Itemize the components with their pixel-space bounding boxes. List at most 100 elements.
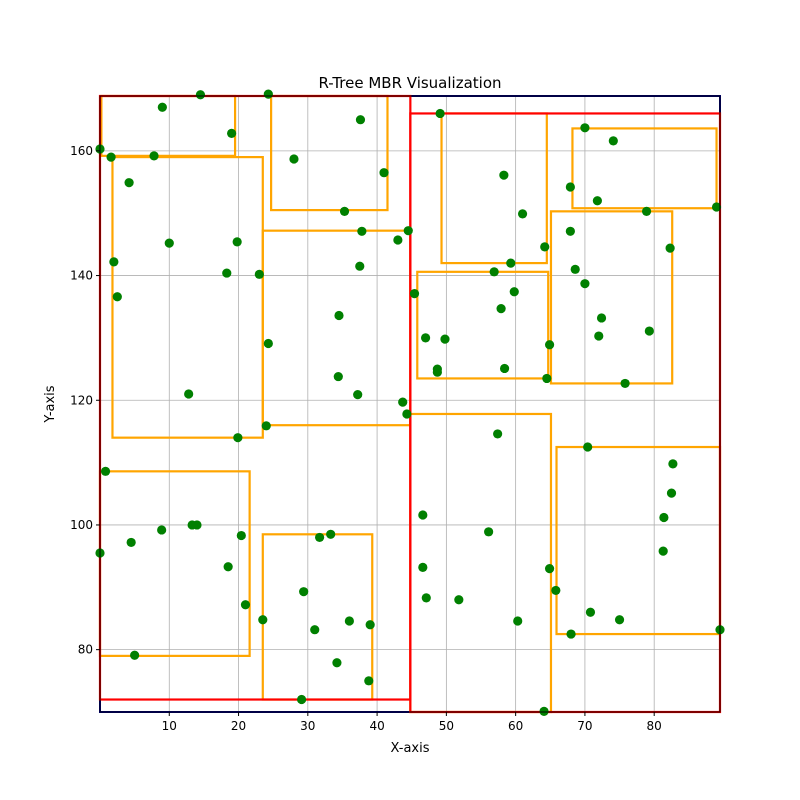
data-point [493, 429, 503, 439]
y-tick-label: 160 [70, 144, 93, 158]
data-point [112, 292, 122, 302]
data-point [620, 378, 630, 389]
inner-mbr [98, 94, 412, 701]
data-point [454, 595, 464, 605]
x-tick-label: 50 [439, 719, 454, 733]
leaf-mbr [261, 229, 412, 427]
data-point [544, 340, 555, 350]
data-point [100, 466, 111, 476]
mbr-rectangles [98, 94, 722, 714]
data-point [333, 371, 343, 382]
data-point [126, 537, 136, 548]
data-point [263, 89, 273, 99]
leaf-mbr [440, 112, 548, 265]
data-point [666, 488, 677, 498]
data-point [227, 128, 237, 139]
data-point [357, 226, 367, 236]
data-point [195, 90, 206, 100]
data-point [355, 115, 366, 125]
data-point [420, 333, 431, 343]
data-point [403, 226, 413, 236]
data-point [334, 310, 344, 321]
x-tick-label: 70 [577, 719, 592, 733]
data-point [109, 257, 119, 267]
data-point [240, 600, 251, 610]
x-tick-label: 10 [162, 719, 177, 733]
data-point [544, 563, 555, 574]
data-point [517, 209, 528, 219]
leaf-mbr [270, 94, 389, 212]
data-point [157, 525, 167, 535]
data-point [130, 650, 140, 660]
data-point [364, 676, 374, 686]
data-point [440, 334, 450, 344]
data-point [222, 268, 232, 278]
data-point [314, 532, 325, 543]
data-point [398, 397, 408, 407]
data-point [258, 615, 268, 625]
data-point [542, 373, 552, 384]
data-point [583, 442, 593, 452]
data-point [254, 269, 264, 279]
data-point [658, 546, 668, 556]
data-point [432, 367, 442, 377]
data-point [326, 529, 336, 539]
data-point [233, 433, 243, 443]
data-point [232, 237, 242, 247]
data-point [289, 154, 299, 164]
data-point [540, 242, 550, 252]
data-point [484, 527, 494, 537]
data-point [149, 151, 159, 161]
data-point [506, 258, 516, 268]
data-point [594, 331, 604, 341]
x-tick-label: 80 [647, 719, 662, 733]
leaf-mbr [261, 533, 374, 701]
leaf-mbr [549, 210, 674, 385]
leaf-mbr [100, 94, 237, 157]
x-tick-label: 60 [508, 719, 523, 733]
data-point [551, 585, 561, 596]
data-point [263, 338, 273, 349]
data-point [296, 694, 307, 705]
data-point [499, 170, 509, 180]
leaf-mbr [571, 127, 718, 210]
leaf-mbr [555, 445, 722, 636]
data-point [668, 459, 678, 469]
data-point [261, 421, 271, 431]
data-point [539, 706, 549, 716]
data-point [332, 658, 342, 668]
data-point [592, 196, 602, 206]
data-point [499, 363, 510, 374]
data-point [393, 235, 403, 245]
data-point [659, 512, 669, 523]
data-point [644, 326, 654, 336]
data-point [711, 202, 722, 212]
y-axis-label: Y-axis [43, 385, 58, 423]
inner-mbr [409, 112, 722, 714]
data-point [566, 629, 576, 639]
x-axis-label: X-axis [391, 741, 430, 756]
data-point [365, 620, 375, 630]
data-point [409, 289, 420, 299]
y-tick-label: 140 [70, 269, 93, 283]
data-point [641, 206, 652, 216]
axis-ticks: 10 20 30 40 50 60 70 80 80 100 120 140 160 [70, 144, 662, 733]
data-point [157, 102, 167, 112]
data-point [596, 313, 607, 323]
data-point [418, 562, 428, 572]
data-points [95, 89, 725, 716]
data-point [580, 279, 590, 289]
data-point [236, 530, 246, 541]
chart-title: R-Tree MBR Visualization [318, 74, 501, 92]
data-point [513, 616, 523, 626]
data-point [608, 136, 618, 146]
data-point [164, 238, 174, 248]
data-point [192, 520, 202, 530]
data-point [665, 243, 675, 253]
data-point [421, 593, 431, 603]
leaf-mbr [416, 270, 550, 380]
data-point [565, 226, 575, 236]
data-point [585, 607, 596, 617]
plot-frame [99, 95, 721, 713]
